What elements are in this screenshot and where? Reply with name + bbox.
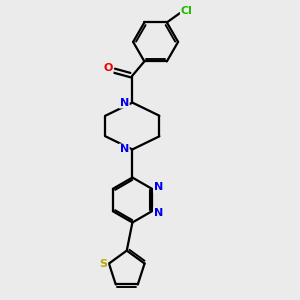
- Text: S: S: [99, 259, 107, 269]
- Text: Cl: Cl: [181, 6, 193, 16]
- Text: N: N: [119, 144, 129, 154]
- Text: N: N: [154, 208, 163, 218]
- Text: O: O: [103, 63, 113, 73]
- Text: N: N: [154, 182, 163, 192]
- Text: N: N: [119, 98, 129, 108]
